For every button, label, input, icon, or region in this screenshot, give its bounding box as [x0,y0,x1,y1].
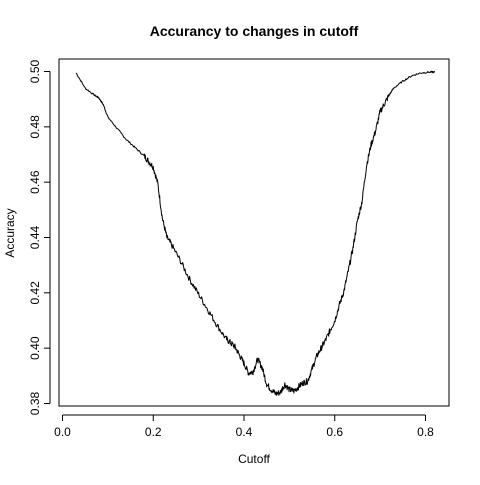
y-tick-label: 0.42 [28,281,42,305]
series-layer [75,70,436,396]
y-tick-label: 0.48 [28,115,42,139]
x-tick-label: 0.4 [236,425,253,439]
series-line [75,70,436,396]
y-tick-label: 0.38 [28,391,42,415]
x-tick-label: 0.0 [54,425,71,439]
y-tick-label: 0.44 [28,225,42,249]
y-tick-label: 0.46 [28,170,42,194]
x-axis-label: Cutoff [238,452,270,466]
x-tick-label: 0.6 [326,425,343,439]
x-axis: 0.0 0.2 0.4 0.6 0.8 [54,414,434,439]
x-tick-label: 0.8 [417,425,434,439]
y-tick-label: 0.40 [28,336,42,360]
chart-title: Accurancy to changes in cutoff [150,23,359,39]
plot-frame [58,58,450,407]
y-tick-label: 0.50 [28,59,42,83]
y-axis: 0.38 0.40 0.42 0.44 0.46 0.48 0.50 [28,59,51,415]
y-axis-label: Accuracy [3,208,17,257]
x-tick-label: 0.2 [145,425,162,439]
